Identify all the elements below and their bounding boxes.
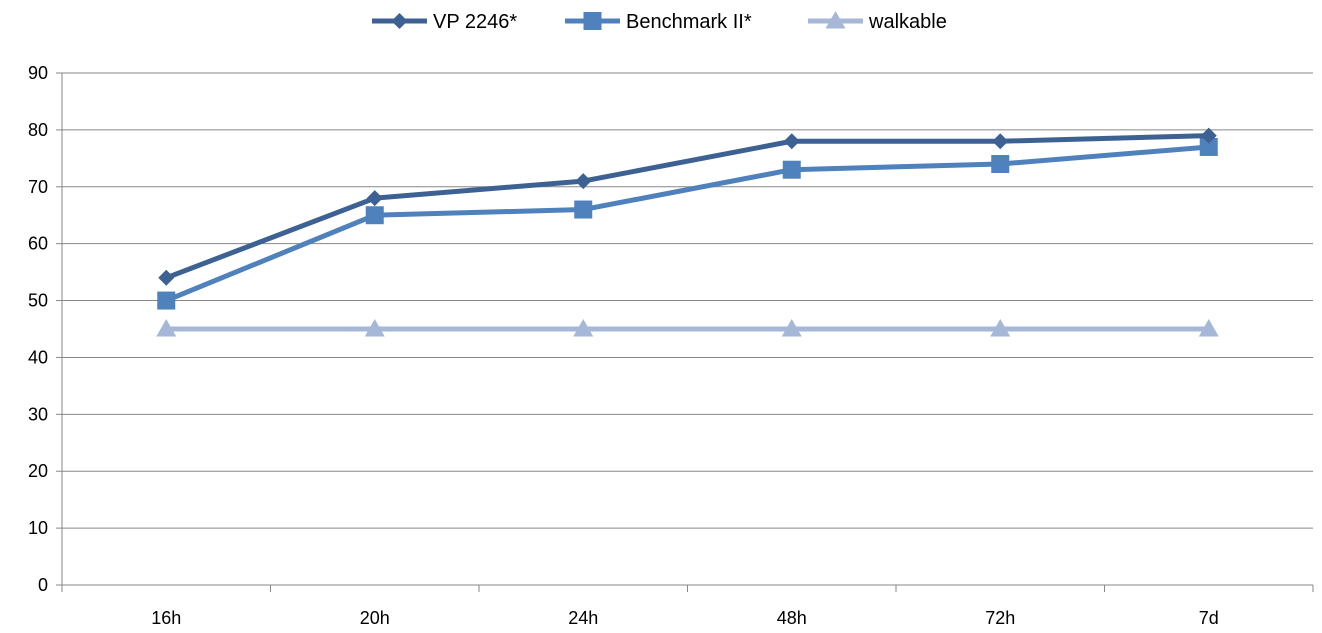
data-point: [364, 319, 385, 337]
data-point: [573, 319, 594, 337]
series-benchmark-ii: [157, 137, 1218, 310]
data-point: [366, 190, 383, 207]
legend-item: Benchmark II*: [565, 11, 752, 33]
data-point: [992, 133, 1009, 150]
legend-marker: [825, 11, 846, 29]
gridlines: [62, 72, 1313, 529]
y-tick-label: 30: [28, 404, 48, 424]
data-point: [991, 155, 1010, 174]
data-point: [1200, 127, 1217, 144]
legend-item: VP 2246*: [372, 11, 517, 33]
data-point: [157, 291, 176, 310]
data-point: [781, 319, 802, 337]
y-tick-label: 70: [28, 177, 48, 197]
legend-label: Benchmark II*: [626, 11, 752, 33]
y-tick-label: 90: [28, 63, 48, 83]
y-tick-label: 50: [28, 291, 48, 311]
legend-label: VP 2246*: [433, 11, 517, 33]
data-point: [365, 206, 384, 225]
series-line: [165, 144, 1209, 303]
legend-marker: [583, 12, 602, 30]
series-walkable: [156, 319, 1219, 337]
series-group: [156, 127, 1219, 337]
data-point: [783, 133, 800, 150]
x-tick-label: 7d: [1199, 608, 1219, 628]
data-point: [1199, 137, 1218, 156]
data-point: [156, 319, 177, 337]
data-point: [158, 269, 175, 286]
y-tick-label: 20: [28, 461, 48, 481]
x-tick-label: 16h: [151, 608, 181, 628]
y-tick-label: 10: [28, 518, 48, 538]
y-tick-label: 40: [28, 347, 48, 367]
x-tick-label: 48h: [777, 608, 807, 628]
legend-label: walkable: [868, 11, 947, 33]
legend: VP 2246* Benchmark II* walkable: [372, 11, 947, 33]
legend-item: walkable: [808, 11, 947, 33]
series-line: [165, 133, 1209, 281]
y-tick-label: 0: [38, 575, 48, 595]
legend-marker: [391, 13, 408, 29]
data-point: [1198, 319, 1219, 337]
data-point: [574, 200, 593, 219]
x-tick-label: 72h: [985, 608, 1015, 628]
data-point: [782, 160, 801, 179]
axes: 0 10 20 30 40 50 60 70 80 90 16h 20h 24h 48h 72h 7d: [28, 63, 1314, 628]
y-tick-label: 80: [28, 120, 48, 140]
data-point: [575, 173, 592, 190]
x-tick-label: 20h: [360, 608, 390, 628]
y-tick-label: 60: [28, 234, 48, 254]
series-vp-2246: [158, 127, 1217, 286]
x-tick-label: 24h: [568, 608, 598, 628]
data-point: [990, 319, 1011, 337]
